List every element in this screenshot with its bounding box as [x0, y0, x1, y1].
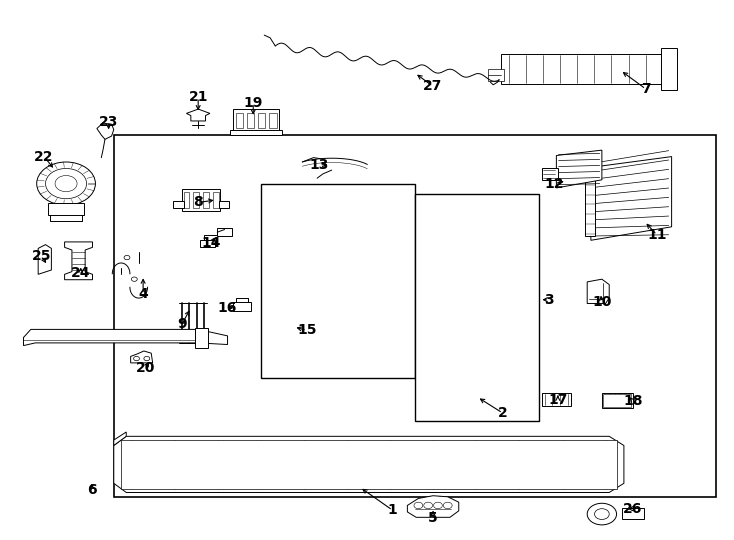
Polygon shape	[591, 157, 672, 240]
Polygon shape	[65, 242, 92, 280]
Polygon shape	[38, 245, 51, 274]
Bar	[602, 393, 633, 408]
Text: 3: 3	[544, 293, 554, 307]
Circle shape	[595, 509, 609, 519]
Circle shape	[434, 502, 443, 509]
Text: 14: 14	[202, 236, 221, 250]
Polygon shape	[587, 279, 609, 303]
Bar	[48, 203, 84, 215]
Bar	[233, 302, 251, 310]
Bar	[217, 228, 232, 236]
Bar	[622, 508, 644, 519]
Circle shape	[144, 356, 150, 361]
Bar	[195, 328, 208, 348]
Bar	[261, 184, 415, 378]
Bar	[542, 168, 558, 180]
Text: 24: 24	[71, 266, 90, 280]
Bar	[213, 192, 219, 208]
Circle shape	[124, 255, 130, 260]
Text: 23: 23	[99, 114, 118, 129]
Bar	[200, 240, 215, 247]
Circle shape	[37, 162, 95, 205]
Text: 2: 2	[498, 406, 508, 420]
Text: 27: 27	[424, 79, 443, 93]
Circle shape	[134, 356, 139, 361]
Circle shape	[414, 502, 423, 509]
Bar	[272, 281, 404, 367]
Bar	[425, 309, 529, 410]
Polygon shape	[186, 109, 210, 121]
Text: 21: 21	[189, 90, 208, 104]
Text: 1: 1	[388, 503, 398, 517]
Text: 8: 8	[193, 195, 203, 210]
Bar	[661, 48, 677, 90]
Text: 9: 9	[177, 317, 187, 331]
Text: 4: 4	[138, 287, 148, 301]
Circle shape	[55, 176, 77, 192]
Bar	[121, 440, 617, 489]
Circle shape	[587, 503, 617, 525]
Polygon shape	[114, 436, 624, 492]
Text: 13: 13	[310, 158, 329, 172]
Text: 17: 17	[548, 393, 567, 407]
Polygon shape	[407, 496, 459, 517]
Text: 20: 20	[136, 361, 155, 375]
Bar	[230, 130, 282, 135]
Polygon shape	[556, 150, 602, 188]
Text: 6: 6	[87, 483, 97, 497]
Bar	[264, 314, 276, 324]
Circle shape	[424, 502, 432, 509]
Text: 7: 7	[641, 82, 651, 96]
Text: 26: 26	[623, 502, 642, 516]
Bar	[173, 201, 184, 208]
Bar	[236, 113, 243, 128]
Circle shape	[443, 502, 452, 509]
Bar	[501, 54, 670, 84]
Text: 5: 5	[428, 511, 438, 525]
Text: 11: 11	[647, 228, 666, 242]
Bar	[294, 323, 304, 327]
Bar	[233, 109, 279, 131]
Bar	[269, 113, 277, 128]
Polygon shape	[131, 351, 153, 363]
Bar	[182, 189, 220, 211]
Polygon shape	[97, 123, 114, 139]
Bar	[585, 162, 595, 236]
Text: 18: 18	[623, 394, 642, 408]
Bar	[114, 135, 716, 497]
Bar	[184, 192, 189, 208]
Circle shape	[131, 277, 137, 281]
Bar	[258, 113, 266, 128]
Text: 22: 22	[34, 150, 54, 164]
Bar	[603, 394, 631, 407]
Bar	[203, 192, 209, 208]
Text: 25: 25	[32, 249, 51, 264]
Bar	[542, 393, 571, 406]
Circle shape	[46, 168, 87, 199]
Text: 16: 16	[218, 301, 237, 315]
Polygon shape	[23, 329, 228, 346]
Bar	[247, 113, 254, 128]
Polygon shape	[114, 432, 126, 445]
Bar	[219, 201, 229, 208]
Text: 15: 15	[297, 323, 316, 338]
Bar	[415, 194, 539, 421]
Bar	[488, 69, 504, 81]
Text: 19: 19	[244, 96, 263, 110]
Bar	[193, 192, 199, 208]
Text: 10: 10	[592, 295, 611, 309]
Text: 12: 12	[545, 177, 564, 191]
